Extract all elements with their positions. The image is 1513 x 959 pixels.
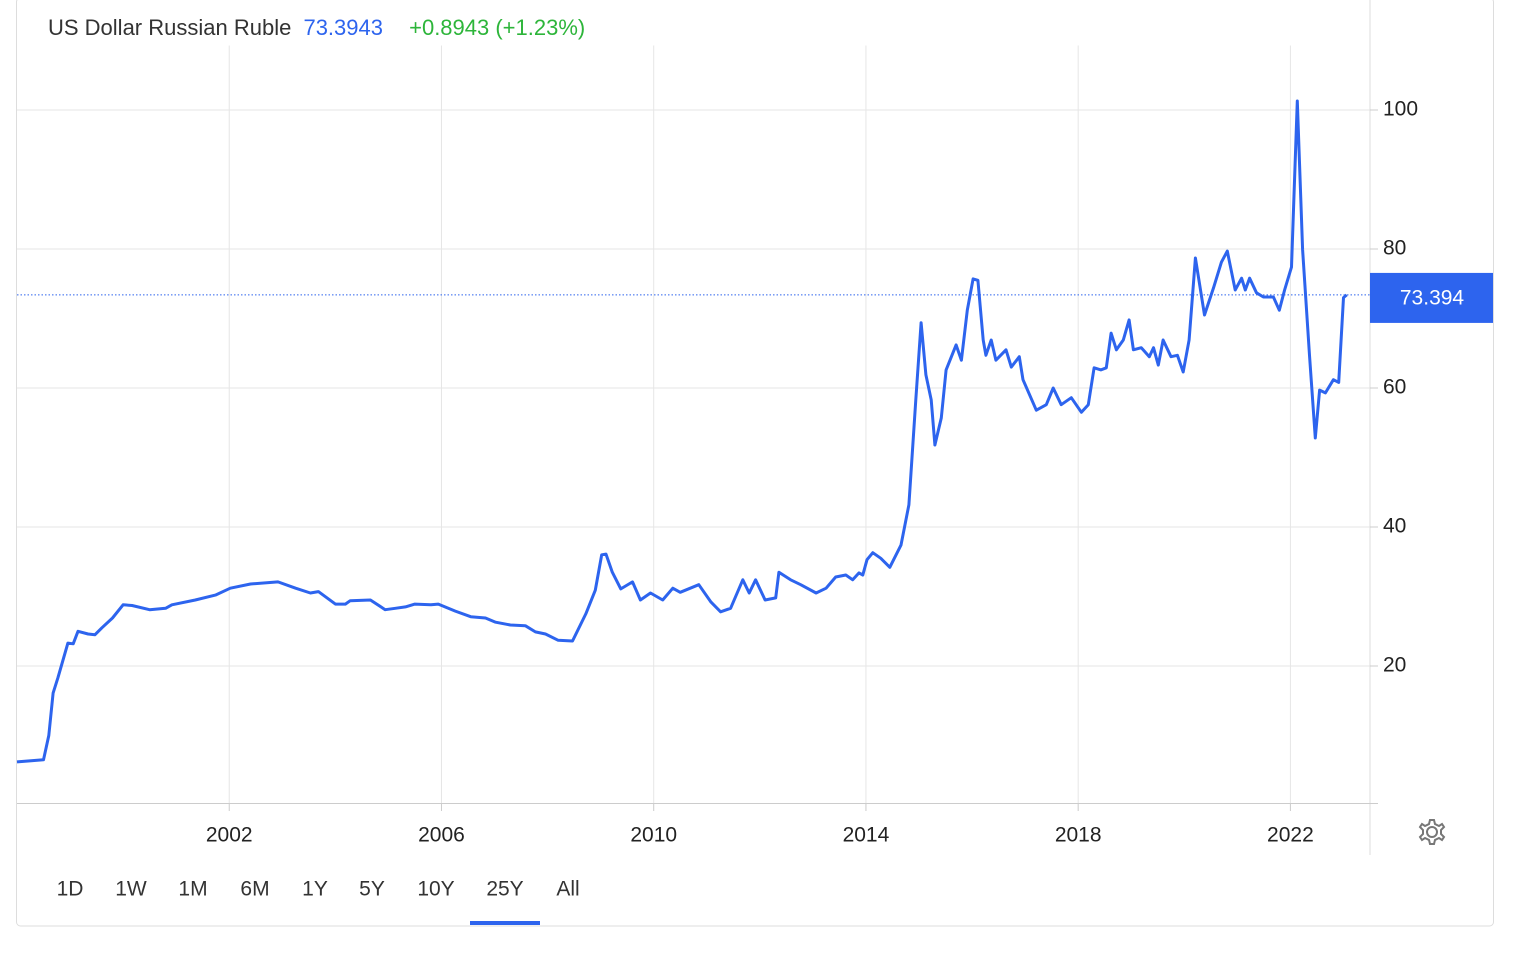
price: 73.3943 [303,15,383,40]
range-button[interactable]: 1D [57,878,84,901]
price-line [16,99,1348,764]
change: +0.8943 (+1.23%) [409,15,585,40]
y-tick-label: 60 [1383,376,1406,399]
range-button[interactable]: 10Y [417,878,454,901]
active-underline [470,921,540,925]
chart-title: US Dollar Russian Ruble [48,15,291,40]
range-button[interactable]: 1Y [302,878,328,901]
range-button[interactable]: 6M [240,878,269,901]
y-tick-label: 80 [1383,237,1406,260]
range-button[interactable]: All [556,878,579,901]
x-tick-label: 2006 [418,824,465,847]
last-value-label: 73.394 [1400,286,1465,309]
card [16,0,1494,927]
y-tick-label: 20 [1383,654,1406,677]
y-tick-label: 40 [1383,515,1406,538]
y-tick-label: 100 [1383,98,1418,121]
range-button[interactable]: 1W [115,878,147,901]
x-tick-label: 2018 [1055,824,1102,847]
x-tick-label: 2022 [1267,824,1314,847]
x-tick-label: 2010 [630,824,677,847]
settings-icon[interactable] [1418,819,1446,845]
range-button[interactable]: 5Y [359,878,385,901]
last-value-box [1370,272,1493,323]
header: US Dollar Russian Ruble 73.3943 +0.8943 … [48,15,585,40]
range-button[interactable]: 1M [178,878,207,901]
x-tick-label: 2002 [206,824,253,847]
x-tick-label: 2014 [843,824,890,847]
grid [17,45,1370,803]
range-button[interactable]: 25Y [486,878,523,901]
